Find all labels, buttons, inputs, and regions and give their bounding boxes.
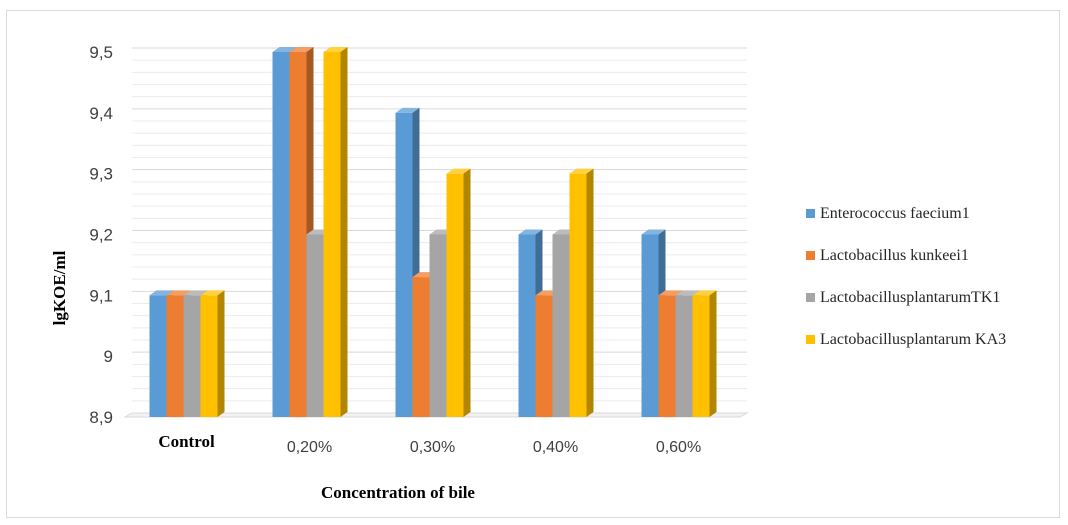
bars [149, 47, 717, 417]
bar-front [149, 295, 167, 417]
legend-label: LactobacillusplantarumTK1 [820, 288, 1001, 306]
bar-front [166, 295, 184, 417]
bar-front [675, 295, 693, 417]
y-tick-label: 8,9 [89, 408, 113, 427]
bar-top [518, 229, 543, 235]
legend-item: Lactobacillus kunkeei1 [806, 242, 1006, 269]
bar [692, 290, 717, 417]
y-tick-label: 9,2 [89, 226, 113, 245]
bar-front [692, 295, 710, 417]
bar-top [658, 290, 683, 296]
legend-swatch [806, 293, 815, 302]
bar [569, 168, 594, 417]
bar-top [149, 290, 174, 296]
y-tick-label: 9,3 [89, 165, 113, 184]
bar-side [217, 290, 225, 417]
y-axis-title: lgKOE/ml [50, 250, 69, 325]
bar-side [586, 168, 594, 417]
bar-front [395, 112, 413, 417]
bar-front [518, 234, 536, 417]
bar-top [675, 290, 700, 296]
legend-item: LactobacillusplantarumTK1 [806, 284, 1006, 311]
bar-top [289, 47, 314, 52]
bar-side [709, 290, 717, 417]
x-tick-label: 0,30% [410, 439, 455, 456]
bar-top [272, 47, 297, 52]
legend-label: Lactobacillus kunkeei1 [820, 246, 969, 264]
bar-front [641, 234, 659, 417]
bar-side [340, 47, 348, 417]
bar-top [323, 47, 348, 52]
legend-label: Lactobacillusplantarum KA3 [820, 330, 1007, 348]
x-tick-label: 0,60% [656, 439, 701, 456]
bar-front [183, 295, 201, 417]
y-axis-ticks: 8,9 9 9,1 9,2 9,3 9,4 9,5 [89, 43, 113, 427]
bar-top [395, 107, 420, 113]
legend: Enterococcus faecium1 Lactobacillus kunke… [806, 200, 1006, 368]
y-tick-label: 9,1 [89, 286, 113, 305]
bar-top [692, 290, 717, 296]
bar-top [641, 229, 666, 235]
legend-item: Lactobacillusplantarum KA3 [806, 326, 1006, 353]
bar-side [463, 168, 471, 417]
x-tick-label: 0,20% [287, 439, 332, 456]
x-tick-label: Control [158, 432, 215, 451]
legend-swatch [806, 251, 815, 260]
legend-swatch [806, 209, 815, 218]
bar-front [552, 234, 570, 417]
bar [323, 47, 348, 417]
x-axis-title: Concentration of bile [321, 483, 475, 502]
bar-front [569, 173, 587, 417]
x-tick-label: 0,40% [533, 439, 578, 456]
bar-front [306, 234, 324, 417]
bar-top [166, 290, 191, 296]
bar [200, 290, 225, 417]
y-tick-label: 9 [104, 347, 113, 366]
bar-front [412, 277, 430, 417]
bar-front [323, 52, 341, 417]
y-tick-label: 9,5 [89, 43, 113, 62]
legend-swatch [806, 335, 815, 344]
bar-front [289, 52, 307, 417]
bar-top [183, 290, 208, 296]
bar-front [658, 295, 676, 417]
x-axis-ticks: Control 0,20% 0,30% 0,40% 0,60% [158, 432, 701, 456]
bar-front [200, 295, 218, 417]
legend-label: Enterococcus faecium1 [820, 204, 970, 222]
legend-item: Enterococcus faecium1 [806, 200, 1006, 227]
bar [446, 168, 471, 417]
bar-front [446, 173, 464, 417]
bar-top [200, 290, 225, 296]
bar-top [446, 168, 471, 174]
bar-front [535, 295, 553, 417]
bar-top [569, 168, 594, 174]
y-tick-label: 9,4 [89, 104, 113, 123]
bar-front [272, 52, 290, 417]
bar-front [429, 234, 447, 417]
